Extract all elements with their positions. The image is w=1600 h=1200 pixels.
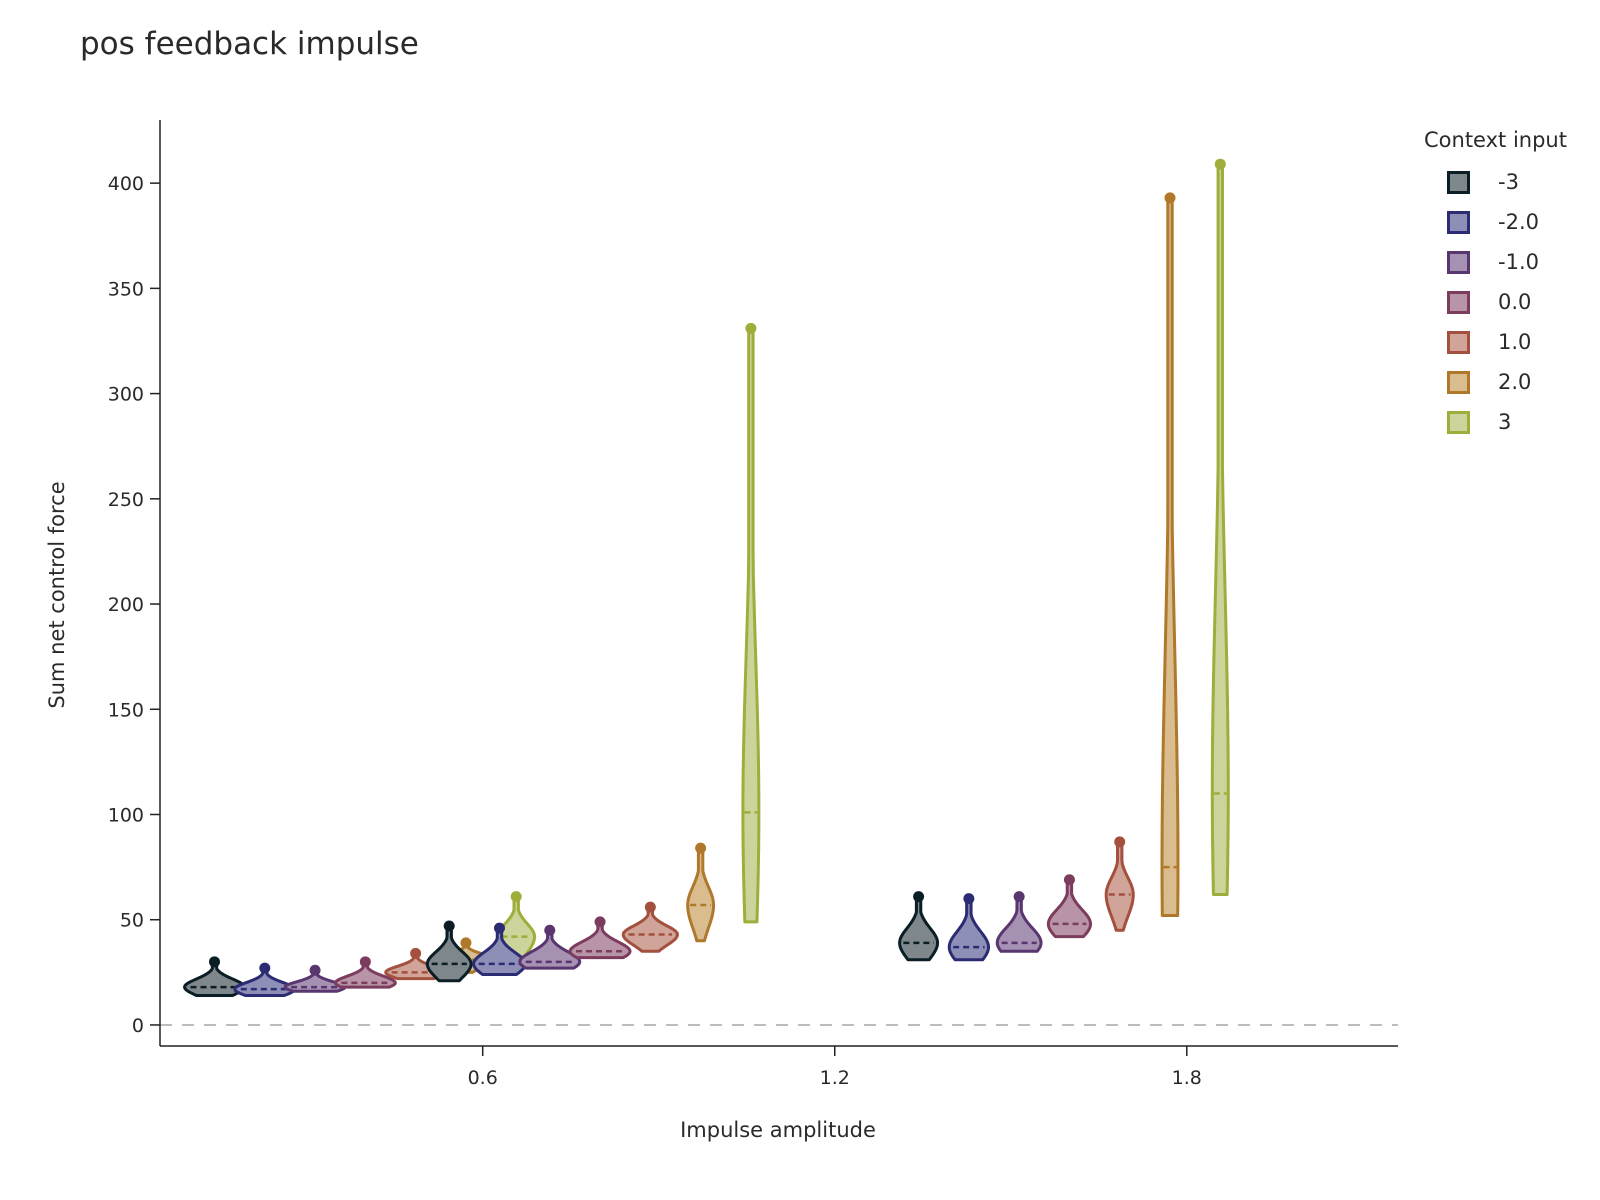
- outlier-point: [644, 901, 656, 913]
- outlier-point: [209, 956, 221, 968]
- legend-swatch: [1447, 410, 1470, 434]
- legend-item[interactable]: -3: [1424, 162, 1567, 202]
- violin-2.0-1.6: [1160, 196, 1180, 918]
- outlier-point: [594, 916, 606, 928]
- violin--1.0-0.4: [283, 968, 347, 993]
- legend-label: -2.0: [1498, 210, 1539, 234]
- outlier-point: [913, 891, 925, 903]
- violin-0.0-0.8: [568, 920, 632, 960]
- violin-3-0.8: [741, 326, 761, 924]
- violin--3-0.4: [183, 960, 247, 997]
- legend-label: 2.0: [1498, 370, 1532, 394]
- legend-item[interactable]: 2.0: [1424, 362, 1567, 402]
- outlier-point: [1013, 891, 1025, 903]
- legend-label: 3: [1498, 410, 1512, 434]
- y-tick-label: 300: [108, 384, 144, 406]
- legend-label: -1.0: [1498, 250, 1539, 274]
- legend-swatch: [1447, 330, 1470, 354]
- outlier-point: [695, 842, 707, 854]
- violin-2.0-0.8: [686, 846, 716, 943]
- legend-label: 0.0: [1498, 290, 1532, 314]
- x-tick-label: 1.8: [1172, 1067, 1202, 1089]
- outlier-point: [544, 924, 556, 936]
- legend-swatch: [1447, 370, 1470, 394]
- legend-swatch: [1447, 290, 1470, 314]
- violin-0.0-1.6: [1046, 878, 1093, 939]
- legend-swatch: [1447, 250, 1470, 274]
- y-tick-label: 400: [108, 173, 144, 195]
- outlier-point: [510, 891, 522, 903]
- chart-title: pos feedback impulse: [80, 26, 419, 62]
- legend-item[interactable]: 1.0: [1424, 322, 1567, 362]
- legend-label: 1.0: [1498, 330, 1532, 354]
- legend: Context input -3 -2.0 -1.0 0.0 1.0 2.0 3: [1424, 128, 1567, 442]
- y-tick-label: 200: [108, 594, 144, 616]
- x-tick-label: 1.2: [820, 1067, 850, 1089]
- violin--1.0-0.8: [518, 928, 582, 970]
- y-tick-label: 50: [120, 910, 144, 932]
- violin-0.0-0.4: [333, 960, 397, 989]
- outlier-point: [309, 964, 321, 976]
- legend-item[interactable]: -1.0: [1424, 242, 1567, 282]
- x-axis-label: Impulse amplitude: [680, 1118, 876, 1142]
- y-tick-label: 100: [108, 805, 144, 827]
- legend-item[interactable]: -2.0: [1424, 202, 1567, 242]
- violin--1.0-1.6: [995, 895, 1043, 953]
- violin--3-0.8: [425, 924, 473, 983]
- legend-title: Context input: [1424, 128, 1567, 152]
- outlier-point: [1063, 874, 1075, 886]
- y-tick-label: 250: [108, 489, 144, 511]
- violin-1.0-0.8: [621, 905, 679, 953]
- outlier-point: [745, 322, 757, 334]
- outlier-point: [259, 962, 271, 974]
- legend-label: -3: [1498, 170, 1519, 194]
- outlier-point: [1214, 158, 1226, 170]
- legend-swatch: [1447, 170, 1470, 194]
- outlier-point: [493, 922, 505, 934]
- outlier-point: [1114, 836, 1126, 848]
- legend-swatch: [1447, 210, 1470, 234]
- outlier-point: [1164, 192, 1176, 204]
- outlier-point: [410, 947, 422, 959]
- outlier-point: [443, 920, 455, 932]
- legend-item[interactable]: 0.0: [1424, 282, 1567, 322]
- y-tick-label: 350: [108, 278, 144, 300]
- y-tick-label: 150: [108, 699, 144, 721]
- x-tick-label: 0.6: [468, 1067, 498, 1089]
- violin--2.0-1.6: [947, 897, 991, 962]
- violin--3-1.6: [898, 895, 940, 962]
- violin-1.0-1.6: [1104, 840, 1135, 932]
- y-tick-label: 0: [132, 1015, 144, 1037]
- outlier-point: [359, 956, 371, 968]
- legend-item[interactable]: 3: [1424, 402, 1567, 442]
- violin--2.0-0.4: [233, 966, 297, 997]
- outlier-point: [963, 893, 975, 905]
- outlier-point: [460, 937, 472, 949]
- violin-3-1.6: [1210, 162, 1230, 896]
